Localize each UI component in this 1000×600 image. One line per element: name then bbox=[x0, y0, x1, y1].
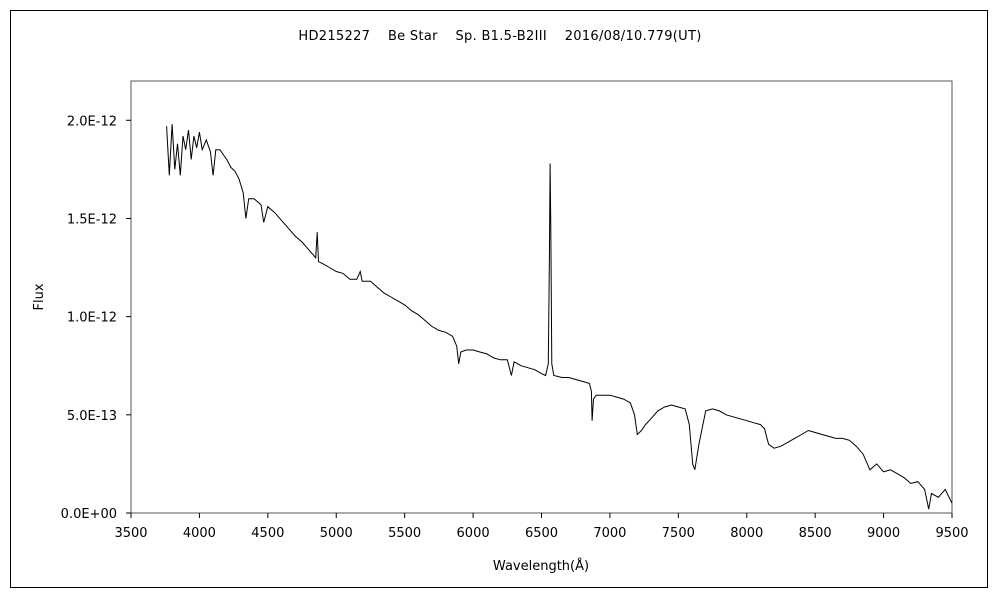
y-tick-label: 0.0E+00 bbox=[61, 507, 117, 522]
y-axis: 0.0E+00 5.0E-13 1.0E-12 1.5E-12 2.0E-12 bbox=[61, 114, 131, 522]
x-tick-label: 6000 bbox=[457, 526, 490, 541]
x-tick-label: 4500 bbox=[251, 526, 284, 541]
chart-title: HD215227 Be Star Sp. B1.5-B2III 2016/08/… bbox=[298, 29, 701, 44]
x-tick-label: 3500 bbox=[114, 526, 147, 541]
x-tick-label: 8500 bbox=[799, 526, 832, 541]
y-axis-label: Flux bbox=[32, 283, 47, 310]
x-tick-label: 9000 bbox=[867, 526, 900, 541]
chart-frame bbox=[10, 10, 988, 588]
x-tick-label: 5000 bbox=[320, 526, 353, 541]
x-tick-label: 5500 bbox=[388, 526, 421, 541]
x-tick-label: 7500 bbox=[662, 526, 695, 541]
x-tick-label: 9500 bbox=[935, 526, 968, 541]
x-tick-label: 7000 bbox=[593, 526, 626, 541]
x-axis-label: Wavelength(Å) bbox=[493, 558, 589, 574]
y-tick-label: 5.0E-13 bbox=[67, 409, 117, 424]
y-tick-label: 2.0E-12 bbox=[67, 114, 117, 129]
x-tick-label: 4000 bbox=[183, 526, 216, 541]
flux-series-line bbox=[166, 124, 953, 510]
x-tick-label: 6500 bbox=[525, 526, 558, 541]
x-tick-label: 8000 bbox=[730, 526, 763, 541]
y-tick-label: 1.0E-12 bbox=[67, 311, 117, 326]
plot-area bbox=[130, 80, 953, 514]
y-tick-label: 1.5E-12 bbox=[67, 212, 117, 227]
x-axis: 3500 4000 4500 5000 5500 6000 6500 7000 7500 8000… bbox=[114, 513, 969, 541]
